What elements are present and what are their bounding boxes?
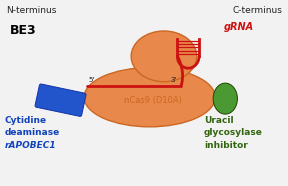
FancyBboxPatch shape xyxy=(35,84,86,116)
Text: nCas9 (D10A): nCas9 (D10A) xyxy=(124,96,181,105)
Text: 3': 3' xyxy=(170,77,177,83)
Text: C-terminus: C-terminus xyxy=(232,6,282,15)
Ellipse shape xyxy=(84,68,215,127)
Text: Cytidine: Cytidine xyxy=(4,116,46,125)
Text: rAPOBEC1: rAPOBEC1 xyxy=(4,141,56,150)
Ellipse shape xyxy=(131,31,197,82)
Text: 5': 5' xyxy=(88,77,95,83)
Text: BE3: BE3 xyxy=(10,24,37,37)
Text: glycosylase: glycosylase xyxy=(204,128,263,137)
Text: inhibitor: inhibitor xyxy=(204,141,248,150)
Text: N-terminus: N-terminus xyxy=(6,6,56,15)
Text: deaminase: deaminase xyxy=(4,128,60,137)
Text: Uracil: Uracil xyxy=(204,116,234,125)
Ellipse shape xyxy=(87,88,107,104)
Ellipse shape xyxy=(213,83,237,114)
Text: gRNA: gRNA xyxy=(224,22,254,32)
